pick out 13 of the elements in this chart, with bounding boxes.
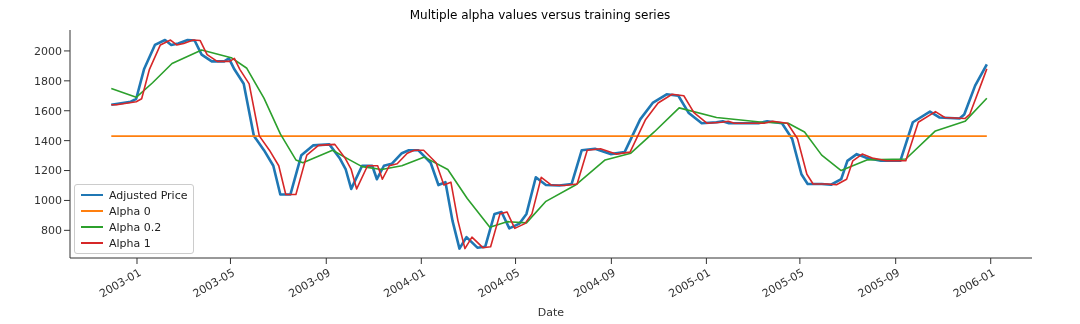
legend-label: Alpha 1 [109,236,151,250]
legend-label: Adjusted Price [109,188,188,202]
y-tick-label: 800 [41,224,62,238]
chart-title: Multiple alpha values versus training series [408,8,672,24]
y-tick-label: 1400 [34,134,62,148]
x-axis-title: Date [537,306,565,319]
y-tick-label: 1800 [34,74,62,88]
y-tick-label: 1600 [34,104,62,118]
y-tick-label: 1000 [34,194,62,208]
y-tick-label: 1200 [34,164,62,178]
legend-label: Alpha 0.2 [109,220,162,234]
legend-label: Alpha 0 [109,204,151,218]
y-tick-label: 2000 [34,44,62,58]
